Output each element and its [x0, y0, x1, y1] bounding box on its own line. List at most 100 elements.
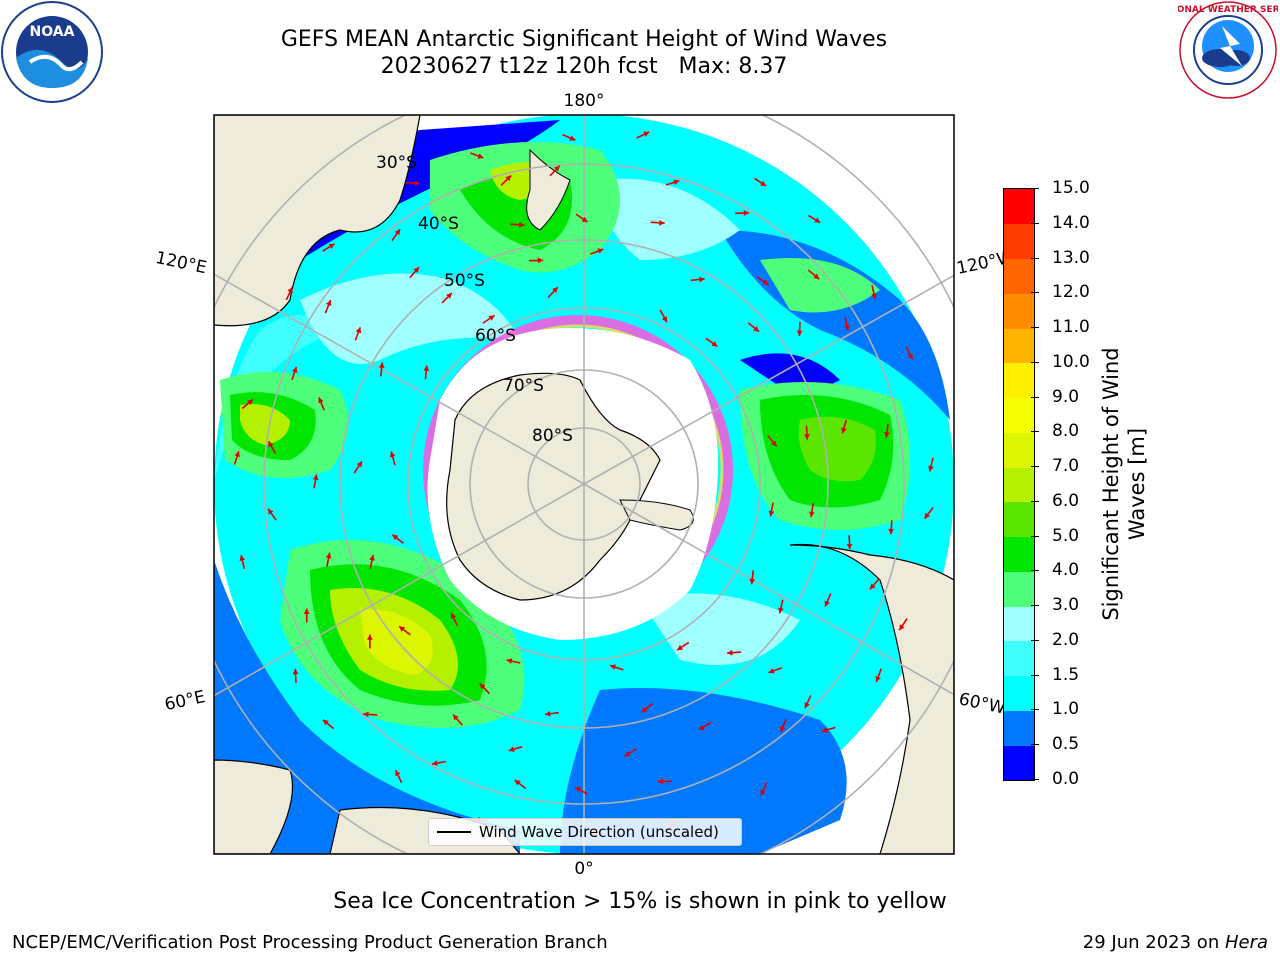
colorbar-tick-mark	[1031, 639, 1039, 641]
lat-label-40s: 40°S	[418, 214, 459, 234]
colorbar-segment	[1004, 501, 1034, 538]
wind-wave-arrowhead	[813, 273, 820, 280]
title-block: GEFS MEAN Antarctic Significant Height o…	[184, 26, 984, 80]
wind-wave-arrowhead	[291, 366, 298, 373]
wind-wave-arrowhead	[804, 702, 810, 709]
wind-wave-arrowhead	[659, 219, 665, 226]
wind-wave-arrowhead	[778, 607, 784, 614]
sea-ice-note: Sea Ice Concentration > 15% is shown in …	[333, 889, 947, 914]
new-zealand-landmass	[526, 148, 571, 231]
wind-wave-arrowhead	[234, 451, 240, 458]
wind-wave-arrowhead	[268, 441, 274, 448]
wind-wave-arrowhead	[888, 528, 895, 535]
wind-wave-arrowhead	[363, 711, 369, 718]
australia-landmass	[214, 115, 421, 327]
lon-label-60e: 60°E	[163, 687, 207, 715]
colorbar-segment	[1004, 189, 1034, 225]
lat-label-50s: 50°S	[444, 271, 485, 291]
noaa-logo: NOAA	[1, 1, 103, 103]
nws-logo: NATIONAL WEATHER SERVICE	[1178, 1, 1278, 99]
lon-label-180: 180°	[564, 91, 605, 111]
colorbar-tick-mark	[1031, 222, 1039, 224]
wind-wave-arrowhead	[414, 180, 420, 186]
wind-wave-arrowhead	[871, 293, 877, 299]
wind-wave-arrowhead	[453, 714, 459, 721]
wind-wave-arrowhead	[753, 326, 760, 332]
wind-wave-arrowhead	[552, 287, 558, 293]
wind-wave-arrowhead	[318, 397, 324, 404]
wind-wave-arrowhead	[875, 675, 881, 682]
wind-wave-arrowhead	[814, 217, 821, 223]
title-line-2: 20230627 t12z 120h fcst Max: 8.37	[380, 54, 788, 79]
wind-wave-arrowhead	[779, 726, 786, 733]
footer-date: 29 Jun 2023 on Hera	[1083, 932, 1268, 953]
colorbar-segment	[1004, 328, 1034, 364]
legend-label: Wind Wave Direction (unscaled)	[479, 823, 719, 841]
colorbar-title-line-2: Waves [m]	[1125, 427, 1149, 541]
wind-wave-arrowhead	[924, 512, 931, 519]
colorbar-tick-mark	[1031, 744, 1039, 746]
wind-wave-arrowhead	[247, 399, 253, 406]
wind-wave-arrowhead	[292, 668, 299, 675]
wind-wave-arrowhead	[328, 243, 335, 249]
colorbar-segment	[1004, 675, 1034, 711]
colorbar-tick-label: 14.0	[1052, 212, 1090, 233]
wind-wave-arrowhead	[394, 229, 401, 236]
wind-wave-arrowhead	[699, 276, 705, 283]
wind-wave-arrowhead	[479, 683, 486, 690]
colorbar-tick-label: 13.0	[1052, 247, 1090, 268]
wind-wave-arrowhead	[505, 175, 512, 182]
lon-label-120e: 120°E	[154, 248, 209, 278]
colorbar-tick-label: 5.0	[1052, 525, 1080, 546]
colorbar-tick-label: 8.0	[1052, 421, 1080, 442]
footer-machine: Hera	[1224, 932, 1268, 953]
wind-wave-arrowhead	[597, 248, 604, 254]
wind-wave-arrowhead	[518, 221, 525, 228]
wind-wave-arrowhead	[581, 216, 588, 223]
colorbar-tick-mark	[1031, 674, 1039, 676]
colorbar-tick-label: 10.0	[1052, 351, 1090, 372]
wind-wave-arrowhead	[841, 427, 847, 434]
colorbar-segment	[1004, 223, 1034, 259]
legend-line-swatch	[437, 831, 471, 833]
wind-wave-arrowhead	[392, 534, 399, 541]
colorbar-tick-mark	[1031, 779, 1039, 780]
wind-wave-arrowhead	[884, 432, 890, 438]
colorbar-tick-label: 7.0	[1052, 456, 1080, 477]
wind-wave-arrowhead	[355, 327, 362, 334]
lat-label-70s: 70°S	[503, 376, 544, 396]
wind-wave-arrowhead	[432, 760, 438, 766]
footer-branch: NCEP/EMC/Verification Post Processing Pr…	[12, 932, 608, 953]
wind-wave-arrowhead	[768, 668, 775, 674]
wind-wave-arrowhead	[488, 315, 495, 321]
wind-wave-arrowhead	[356, 461, 362, 468]
colorbar-tick-mark	[1031, 466, 1039, 468]
colorbar-segment	[1004, 571, 1034, 607]
lat-label-80s: 80°S	[532, 426, 573, 446]
wind-wave-arrowhead	[844, 324, 850, 331]
wind-wave-arrowhead	[367, 634, 373, 640]
wind-wave-arrowhead	[641, 706, 648, 713]
wind-wave-arrowhead	[760, 789, 766, 796]
colorbar-segment	[1004, 258, 1034, 294]
wind-wave-arrowhead	[771, 440, 777, 447]
wind-wave-arrowhead	[378, 362, 385, 369]
wind-wave-arrows	[233, 131, 934, 836]
wind-wave-arrowhead	[760, 180, 767, 187]
wind-wave-arrowhead	[312, 474, 319, 481]
map-layers: 30°S 40°S 50°S 60°S 70°S 80°S	[214, 115, 954, 854]
wind-wave-arrowhead	[727, 649, 733, 656]
wind-wave-arrowhead	[450, 612, 457, 619]
wind-wave-arrowhead	[395, 770, 401, 777]
colorbar-segment	[1004, 745, 1034, 781]
colorbar-segment	[1004, 362, 1034, 399]
africa-landmass	[214, 759, 294, 854]
colorbar-tick-mark	[1031, 257, 1039, 259]
wind-wave-arrowhead	[677, 644, 684, 651]
wind-wave-arrowhead	[553, 165, 560, 172]
colorbar-tick-mark	[1031, 188, 1039, 189]
wind-wave-arrowhead	[824, 600, 830, 607]
wind-wave-arrowhead	[399, 626, 406, 632]
wind-wave-arrowhead	[657, 778, 664, 785]
